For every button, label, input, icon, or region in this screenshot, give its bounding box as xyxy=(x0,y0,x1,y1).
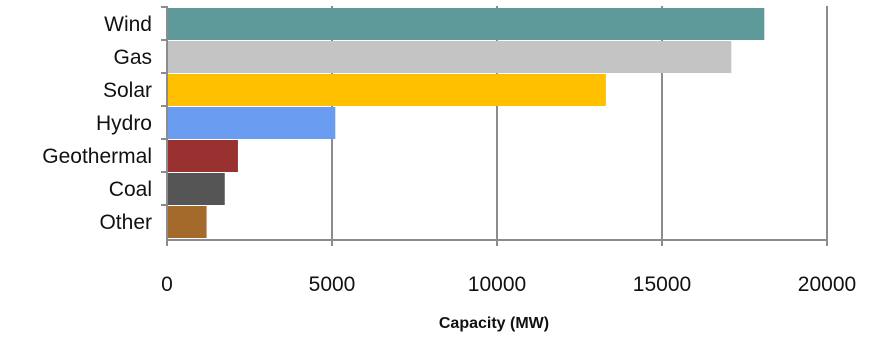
x-tick-label-0: 0 xyxy=(161,273,173,296)
bar-other xyxy=(167,206,207,238)
bar-hydro xyxy=(167,107,336,139)
category-label-geothermal: Geothermal xyxy=(42,145,152,168)
category-labels: Wind Gas Solar Hydro Geothermal Coal Other xyxy=(42,13,152,234)
category-label-gas: Gas xyxy=(113,46,152,69)
bars xyxy=(167,8,765,238)
bar-coal xyxy=(167,173,225,205)
category-label-wind: Wind xyxy=(104,13,152,36)
bar-solar xyxy=(167,74,606,106)
category-label-hydro: Hydro xyxy=(96,112,152,135)
x-tick-label-10000: 10000 xyxy=(468,273,526,296)
x-axis-title: Capacity (MW) xyxy=(439,315,549,332)
x-tick-labels: 0 5000 10000 15000 20000 xyxy=(161,273,856,296)
bar-wind xyxy=(167,8,765,40)
category-label-solar: Solar xyxy=(103,79,152,102)
bar-gas xyxy=(167,41,732,73)
bar-geothermal xyxy=(167,140,238,172)
x-tick-label-5000: 5000 xyxy=(309,273,356,296)
category-label-coal: Coal xyxy=(109,178,152,201)
category-label-other: Other xyxy=(99,211,152,234)
x-tick-label-15000: 15000 xyxy=(633,273,691,296)
x-tick-label-20000: 20000 xyxy=(798,273,856,296)
